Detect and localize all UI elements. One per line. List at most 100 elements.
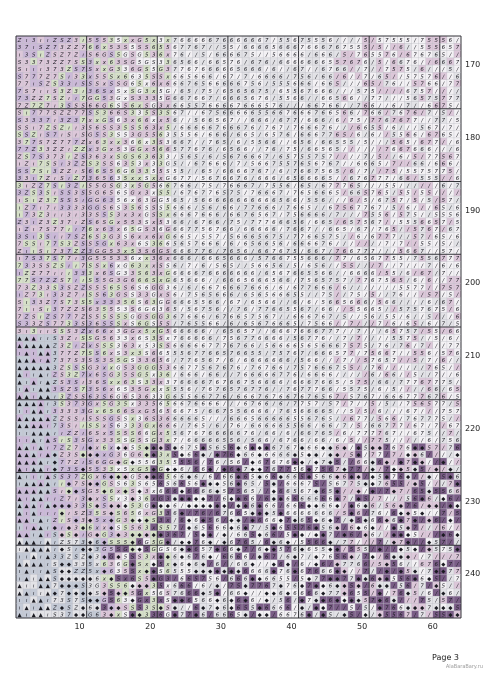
stitch-cell <box>86 72 94 80</box>
stitch-cell <box>376 108 384 117</box>
stitch-cell <box>432 86 440 95</box>
stitch-cell <box>220 94 228 102</box>
stitch-cell <box>383 72 391 80</box>
stitch-cell <box>51 57 59 66</box>
stitch-cell <box>404 137 412 146</box>
stitch-cell <box>432 79 440 87</box>
stitch-cell <box>319 50 327 58</box>
stitch-cell <box>107 65 115 73</box>
stitch-cell <box>65 108 73 117</box>
stitch-cell <box>121 116 130 124</box>
stitch-cell <box>51 36 59 44</box>
stitch-cell <box>291 50 299 58</box>
stitch-cell <box>355 130 363 138</box>
stitch-cell <box>185 101 193 109</box>
stitch-cell <box>446 79 454 87</box>
stitch-cell <box>298 86 306 95</box>
stitch-cell <box>305 50 313 58</box>
stitch-cell <box>256 101 264 109</box>
stitch-cell <box>256 123 264 131</box>
stitch-cell <box>93 101 101 109</box>
stitch-cell <box>242 50 250 58</box>
stitch-cell <box>220 130 228 138</box>
stitch-cell <box>178 116 186 124</box>
stitch-cell <box>376 123 384 131</box>
stitch-cell <box>37 145 45 153</box>
stitch-cell <box>136 43 144 51</box>
stitch-cell <box>418 36 426 44</box>
stitch-cell <box>234 36 243 44</box>
stitch-cell <box>249 137 257 146</box>
stitch-cell <box>93 50 101 58</box>
stitch-cell <box>340 123 348 131</box>
stitch-cell <box>30 108 38 117</box>
stitch-cell <box>319 116 327 124</box>
stitch-cell <box>107 116 115 124</box>
stitch-cell <box>199 130 207 138</box>
stitch-cell <box>319 123 327 131</box>
stitch-cell <box>30 65 38 73</box>
stitch-cell <box>376 94 384 102</box>
stitch-cell <box>44 137 52 146</box>
stitch-cell <box>30 123 38 131</box>
stitch-cell <box>58 72 66 80</box>
stitch-cell <box>446 108 454 117</box>
stitch-cell <box>284 137 292 146</box>
stitch-cell <box>65 137 73 146</box>
stitch-cell <box>242 79 250 87</box>
stitch-cell <box>93 57 101 66</box>
stitch-cell <box>30 72 38 80</box>
stitch-cell <box>213 50 221 58</box>
stitch-cell <box>129 65 137 73</box>
stitch-cell <box>199 43 207 51</box>
stitch-cell <box>397 57 405 66</box>
stitch-cell <box>284 36 292 44</box>
stitch-cell <box>164 94 172 102</box>
stitch-cell <box>192 116 200 124</box>
stitch-cell <box>355 43 363 51</box>
stitch-cell <box>58 116 66 124</box>
stitch-cell <box>220 108 228 117</box>
stitch-cell <box>23 145 31 153</box>
stitch-cell <box>291 130 299 138</box>
stitch-cell <box>129 79 137 87</box>
stitch-cell <box>143 108 151 117</box>
stitch-cell <box>206 72 214 80</box>
stitch-cell <box>347 65 356 73</box>
stitch-cell <box>425 116 433 124</box>
stitch-cell <box>44 130 52 138</box>
stitch-cell <box>86 79 94 87</box>
stitch-cell <box>418 123 426 131</box>
stitch-cell <box>129 72 137 80</box>
stitch-cell <box>143 130 151 138</box>
stitch-cell <box>242 123 250 131</box>
stitch-cell <box>347 108 356 117</box>
stitch-cell <box>150 101 158 109</box>
stitch-cell <box>446 57 454 66</box>
stitch-cell <box>390 94 398 102</box>
stitch-cell <box>453 86 461 95</box>
stitch-cell <box>72 79 80 87</box>
stitch-cell <box>192 36 200 44</box>
stitch-cell <box>44 57 52 66</box>
stitch-cell <box>453 36 461 44</box>
stitch-cell <box>136 50 144 58</box>
stitch-cell <box>171 108 179 117</box>
stitch-cell <box>121 72 130 80</box>
stitch-cell <box>129 123 137 131</box>
stitch-cell <box>185 123 193 131</box>
stitch-cell <box>199 137 207 146</box>
stitch-cell <box>418 50 426 58</box>
stitch-cell <box>107 137 115 146</box>
stitch-cell <box>164 101 172 109</box>
stitch-cell <box>340 57 348 66</box>
stitch-cell <box>326 57 334 66</box>
stitch-cell <box>340 130 348 138</box>
stitch-cell <box>326 101 334 109</box>
stitch-cell <box>51 43 59 51</box>
stitch-cell <box>72 65 80 73</box>
stitch-cell <box>143 36 151 44</box>
stitch-cell <box>100 108 108 117</box>
stitch-cell <box>446 101 454 109</box>
stitch-cell <box>192 130 200 138</box>
